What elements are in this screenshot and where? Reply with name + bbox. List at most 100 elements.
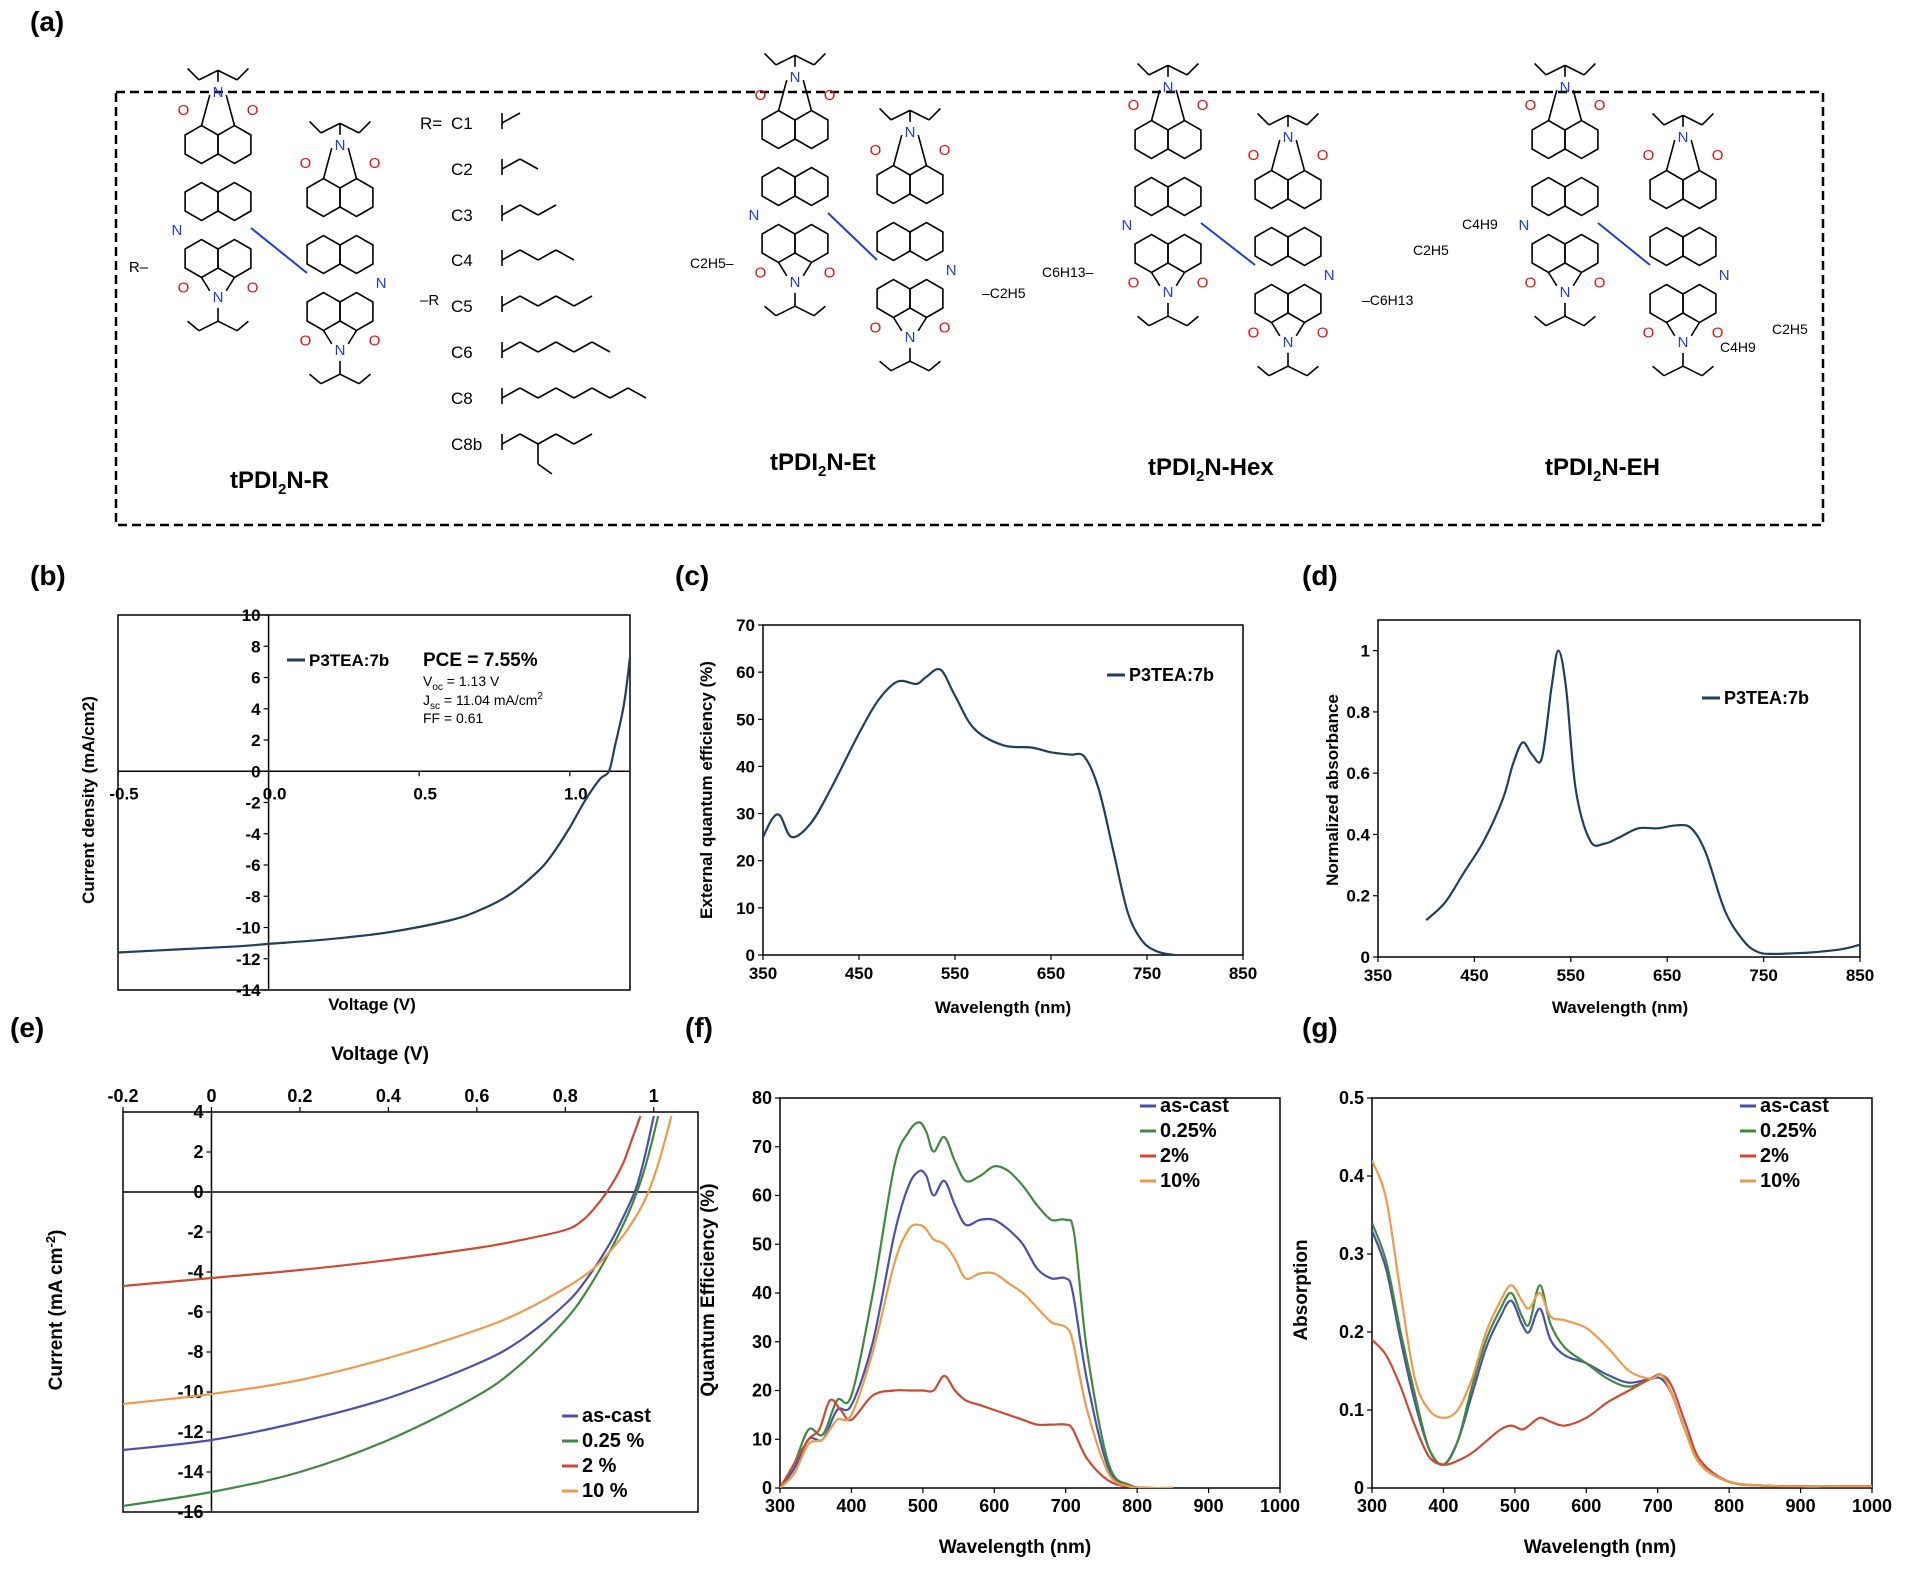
bond bbox=[1665, 139, 1676, 171]
bond bbox=[802, 79, 813, 111]
bond bbox=[1306, 112, 1319, 126]
y-tick-label: 10 bbox=[242, 606, 261, 625]
legend-label-1: as-cast bbox=[1760, 1095, 1829, 1117]
substituent-EH-label: C4H9 bbox=[1720, 339, 1756, 355]
chemical-structures-panel: N O O N O O N N O O N O O N R– –R R= C1 C2 C3 C4 C5 C6 C8 C8b N O O… bbox=[114, 52, 1825, 527]
y-tick-label: -6 bbox=[245, 856, 260, 875]
substituent-EH-label: C2H5 bbox=[1772, 321, 1808, 337]
molecule-Hex: N O O N O O N N O O N O O N C6H13– –C6H13 bbox=[1042, 62, 1414, 377]
bond bbox=[501, 249, 521, 261]
bond bbox=[1137, 62, 1150, 76]
bond bbox=[1583, 315, 1596, 327]
oxygen-label: O bbox=[755, 265, 767, 282]
ring-bond bbox=[1682, 283, 1717, 324]
oxygen-label: O bbox=[1643, 147, 1655, 164]
bond bbox=[890, 360, 911, 372]
series-line-1 bbox=[123, 1115, 655, 1452]
bond bbox=[1583, 62, 1596, 76]
oxygen-label: O bbox=[369, 333, 381, 350]
bond bbox=[339, 122, 360, 134]
bond bbox=[1306, 365, 1319, 377]
oxygen-label: O bbox=[1594, 97, 1606, 114]
bond bbox=[320, 122, 341, 134]
bond bbox=[1547, 272, 1558, 287]
series-line-2 bbox=[1372, 1222, 1872, 1488]
bond bbox=[501, 295, 521, 307]
y-tick-label: 0.4 bbox=[1346, 825, 1370, 844]
y-tick-label: 70 bbox=[736, 616, 755, 635]
bond bbox=[1257, 365, 1270, 377]
bond bbox=[322, 330, 333, 345]
bond bbox=[1186, 62, 1199, 76]
bond bbox=[573, 295, 593, 307]
y-tick-label: -8 bbox=[187, 1342, 203, 1362]
oxygen-label: O bbox=[1197, 275, 1209, 292]
y-tick-label: -14 bbox=[236, 981, 261, 1000]
substituent-Et-label: –C2H5 bbox=[982, 285, 1026, 301]
bond bbox=[1701, 112, 1714, 126]
y-axis-label: Absorption bbox=[1291, 1239, 1312, 1340]
x-tick-label: 550 bbox=[1557, 966, 1585, 985]
y-tick-label: -12 bbox=[236, 950, 261, 969]
x-tick-label: 0.4 bbox=[376, 1086, 401, 1106]
x-axis-label: Voltage (V) bbox=[331, 1044, 429, 1065]
oxygen-label: O bbox=[1317, 325, 1329, 342]
bond bbox=[627, 387, 647, 399]
legend-label-1: as-cast bbox=[582, 1405, 651, 1427]
ring-bond bbox=[909, 278, 944, 319]
r-group-label: C8 bbox=[451, 389, 473, 408]
bond bbox=[200, 277, 211, 292]
legend-label-4: 10% bbox=[1760, 1170, 1800, 1192]
x-axis-label: Wavelength (nm) bbox=[1524, 1537, 1676, 1558]
bond bbox=[537, 341, 557, 353]
jsc-annotation-sup: 2 bbox=[537, 691, 543, 702]
legend-label-2: 0.25% bbox=[1760, 1120, 1817, 1142]
y-tick-label: -14 bbox=[177, 1462, 203, 1482]
y-tick-label: 50 bbox=[752, 1234, 772, 1254]
bond bbox=[537, 433, 557, 445]
y-tick-label: 0.1 bbox=[1339, 1400, 1364, 1420]
molecule-R: N O O N O O N N O O N O O N R– –R bbox=[129, 67, 439, 385]
bond bbox=[1572, 272, 1583, 287]
bond bbox=[1652, 365, 1665, 377]
bond bbox=[1663, 365, 1684, 377]
bond bbox=[1534, 315, 1547, 327]
imide-nitrogen-label: N bbox=[1678, 334, 1689, 351]
r-group-label: C2 bbox=[451, 160, 473, 179]
panel-label-f: (f) bbox=[685, 1012, 713, 1043]
bond bbox=[236, 320, 249, 332]
oxygen-label: O bbox=[1128, 275, 1140, 292]
bond bbox=[775, 305, 796, 317]
panel-label-e: (e) bbox=[10, 1012, 45, 1043]
x-tick-label: 0.6 bbox=[464, 1086, 489, 1106]
panel-label-a: (a) bbox=[30, 6, 65, 37]
ring-bond bbox=[1682, 226, 1717, 267]
bond bbox=[1545, 315, 1566, 327]
bond bbox=[1137, 315, 1150, 327]
oxygen-label: O bbox=[1317, 147, 1329, 164]
bond bbox=[892, 317, 903, 332]
ring-bond bbox=[1167, 233, 1202, 274]
imide-nitrogen-label: N bbox=[335, 342, 346, 359]
y-tick-label: 0 bbox=[762, 1478, 772, 1498]
substituent-Hex-label: C6H13– bbox=[1042, 264, 1094, 280]
oxygen-label: O bbox=[1594, 275, 1606, 292]
bond bbox=[187, 67, 200, 81]
molecule-Et: N O O N O O N N O O N O O N C2H5– –C2H5 bbox=[690, 52, 1026, 372]
r-prefix-label: R= bbox=[420, 114, 442, 133]
ring-bond bbox=[1287, 169, 1322, 210]
bond bbox=[309, 373, 322, 385]
oxygen-label: O bbox=[300, 155, 312, 172]
oxygen-label: O bbox=[870, 320, 882, 337]
bond bbox=[1682, 365, 1703, 377]
bond bbox=[225, 277, 236, 292]
bond bbox=[1665, 322, 1676, 337]
bond bbox=[519, 341, 539, 353]
oxygen-label: O bbox=[870, 142, 882, 159]
series-line-4 bbox=[1372, 1159, 1872, 1488]
bond bbox=[764, 52, 777, 66]
y-tick-label: 20 bbox=[736, 852, 755, 871]
bond bbox=[1148, 64, 1169, 76]
substituent-R-label: R– bbox=[129, 259, 149, 276]
